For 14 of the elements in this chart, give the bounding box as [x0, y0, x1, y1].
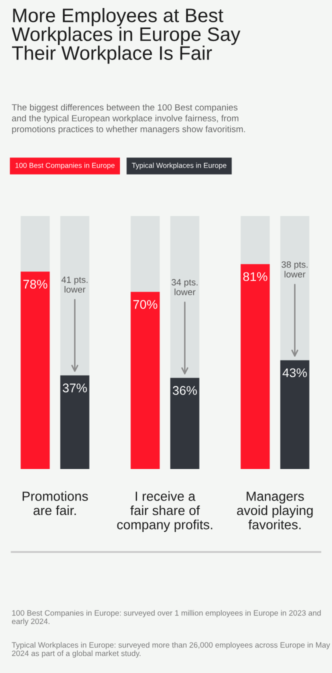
x-tick-label: Managers avoid playing favorites. — [237, 492, 313, 530]
annotation: 41 pts. lower — [61, 276, 88, 293]
data-label: 81% — [243, 272, 268, 282]
x-tick-label: I receive a fair share of company profits. — [117, 491, 212, 532]
x-tick-label: Promotions are fair. — [22, 491, 88, 516]
chart-title: More Employees at Best Workplaces in Europe Say Their Workplace Is Fair — [12, 8, 240, 64]
chart-subtitle: The biggest differences between the 100 Best companies and the typical European workplace involve fairness, from promotions practices to whether managers show favoritism. — [12, 104, 245, 134]
data-label: 78% — [23, 280, 48, 289]
data-label: 70% — [133, 300, 158, 309]
data-label: 36% — [172, 386, 197, 395]
annotation: 34 pts. lower — [172, 279, 198, 296]
data-label: 43% — [282, 368, 307, 378]
data-label: 37% — [62, 384, 87, 392]
annotation: 38 pts. lower — [282, 261, 308, 278]
